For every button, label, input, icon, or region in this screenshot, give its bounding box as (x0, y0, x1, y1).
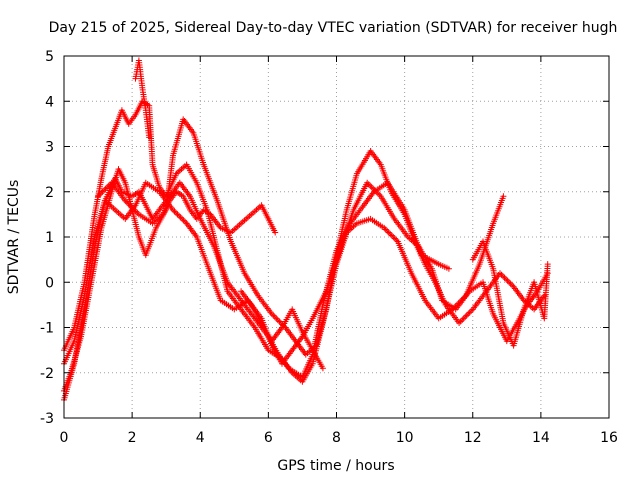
x-tick-label: 8 (332, 430, 341, 446)
series-trace (63, 100, 504, 383)
y-axis-label: SDTVAR / TECUs (6, 180, 22, 295)
series-3 (61, 116, 548, 394)
series-markers (61, 98, 507, 385)
series-5 (95, 179, 279, 236)
series-2 (61, 98, 507, 385)
y-tick-label: 1 (45, 230, 54, 246)
series-markers (238, 288, 326, 372)
series-markers (469, 238, 551, 349)
series-8 (238, 288, 326, 372)
chart-title: Day 215 of 2025, Sidereal Day-to-day VTE… (49, 20, 618, 36)
series-markers (132, 57, 153, 141)
series-6 (132, 57, 153, 141)
x-tick-labels: 0 2 4 6 8 10 12 14 16 (60, 430, 618, 446)
series-7 (469, 238, 551, 349)
axis-ticks (63, 55, 610, 419)
y-tick-label: -1 (40, 321, 54, 337)
y-tick-label: 0 (45, 275, 54, 291)
x-tick-label: 6 (264, 430, 273, 446)
y-tick-label: 3 (45, 140, 54, 156)
y-tick-label: 4 (45, 94, 54, 110)
x-tick-label: 12 (464, 430, 482, 446)
grid (64, 56, 609, 418)
y-tick-label: -2 (40, 366, 54, 382)
series-markers (95, 179, 279, 236)
y-tick-labels: -3 -2 -1 0 1 2 3 4 5 (40, 49, 54, 427)
y-tick-label: 5 (45, 49, 54, 65)
x-axis-label: GPS time / hours (277, 458, 394, 474)
x-tick-label: 0 (60, 430, 69, 446)
x-tick-label: 14 (532, 430, 550, 446)
data-layer (61, 57, 551, 403)
x-tick-label: 16 (600, 430, 618, 446)
x-tick-label: 10 (396, 430, 414, 446)
x-tick-label: 2 (128, 430, 137, 446)
y-tick-label: -3 (40, 411, 54, 427)
x-tick-label: 4 (196, 430, 205, 446)
y-tick-label: 2 (45, 185, 54, 201)
